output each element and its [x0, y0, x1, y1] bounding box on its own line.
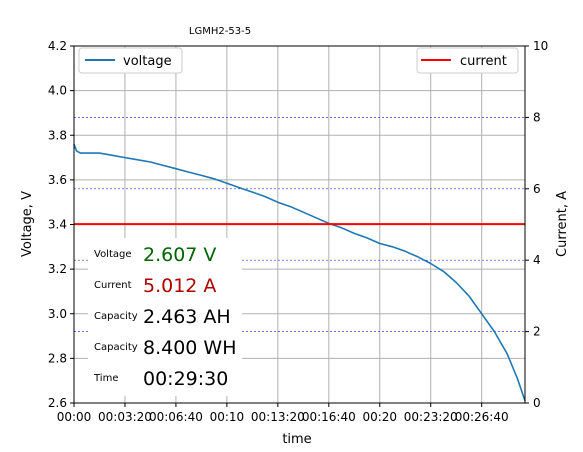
legend-voltage-label: voltage [123, 54, 172, 69]
readout-current-value: 5.012 A [143, 275, 216, 297]
legend-current: current [416, 47, 519, 74]
readout-time-label: Time [93, 373, 118, 384]
chart-title: LGMH2-53-5 [189, 26, 251, 37]
right-tick-label: 10 [533, 39, 548, 53]
readout-background [88, 238, 242, 396]
right-axis-label: Current, A [555, 191, 570, 257]
series-line-voltage [73, 143, 526, 402]
right-tick-label: 4 [533, 253, 541, 267]
left-tick-label: 2.8 [48, 351, 67, 365]
readout-current-label: Current [94, 280, 132, 291]
x-tick-label: 00:16:40 [302, 410, 356, 424]
left-tick-label: 3.6 [48, 173, 67, 187]
readout-capacity-ah-label: Capacity [94, 311, 138, 322]
readout-capacity-wh-value: 8.400 WH [143, 337, 237, 359]
x-tick-label: 00:26:40 [455, 410, 509, 424]
left-axis-ticks: 2.6 2.8 3.0 3.2 3.4 3.6 3.8 4.0 4.2 [48, 39, 74, 410]
readout-voltage-label: Voltage [94, 249, 132, 260]
readout-time-value: 00:29:30 [143, 368, 228, 390]
right-tick-label: 2 [533, 325, 541, 339]
left-tick-label: 4.0 [48, 84, 67, 98]
x-tick-label: 00:03:20 [98, 410, 152, 424]
x-tick-label: 00:06:40 [149, 410, 203, 424]
left-axis-label: Voltage, V [20, 191, 35, 257]
readout-voltage-value: 2.607 V [143, 244, 216, 266]
x-tick-label: 00:20 [362, 410, 397, 424]
left-tick-label: 4.2 [48, 39, 67, 53]
x-tick-label: 00:23:20 [404, 410, 458, 424]
left-tick-label: 3.4 [48, 218, 67, 232]
readout-panel: Voltage 2.607 V Current 5.012 A Capacity… [88, 238, 242, 396]
readout-capacity-wh-label: Capacity [94, 342, 138, 353]
left-tick-label: 2.6 [48, 396, 67, 410]
left-tick-label: 3.2 [48, 262, 67, 276]
readout-capacity-ah-value: 2.463 AH [143, 306, 231, 328]
right-tick-label: 0 [533, 396, 541, 410]
right-axis-ticks: 0 2 4 6 8 10 [525, 39, 548, 410]
x-tick-label: 00:13:20 [251, 410, 305, 424]
series-layer [73, 143, 526, 402]
right-tick-label: 8 [533, 110, 541, 124]
legend-current-label: current [460, 54, 507, 69]
left-tick-label: 3.8 [48, 128, 67, 142]
x-tick-label: 00:00 [57, 410, 92, 424]
right-tick-label: 6 [533, 182, 541, 196]
left-tick-label: 3.0 [48, 307, 67, 321]
legend-voltage: voltage [78, 47, 183, 74]
x-axis-label: time [282, 432, 311, 447]
x-tick-label: 00:10 [210, 410, 245, 424]
